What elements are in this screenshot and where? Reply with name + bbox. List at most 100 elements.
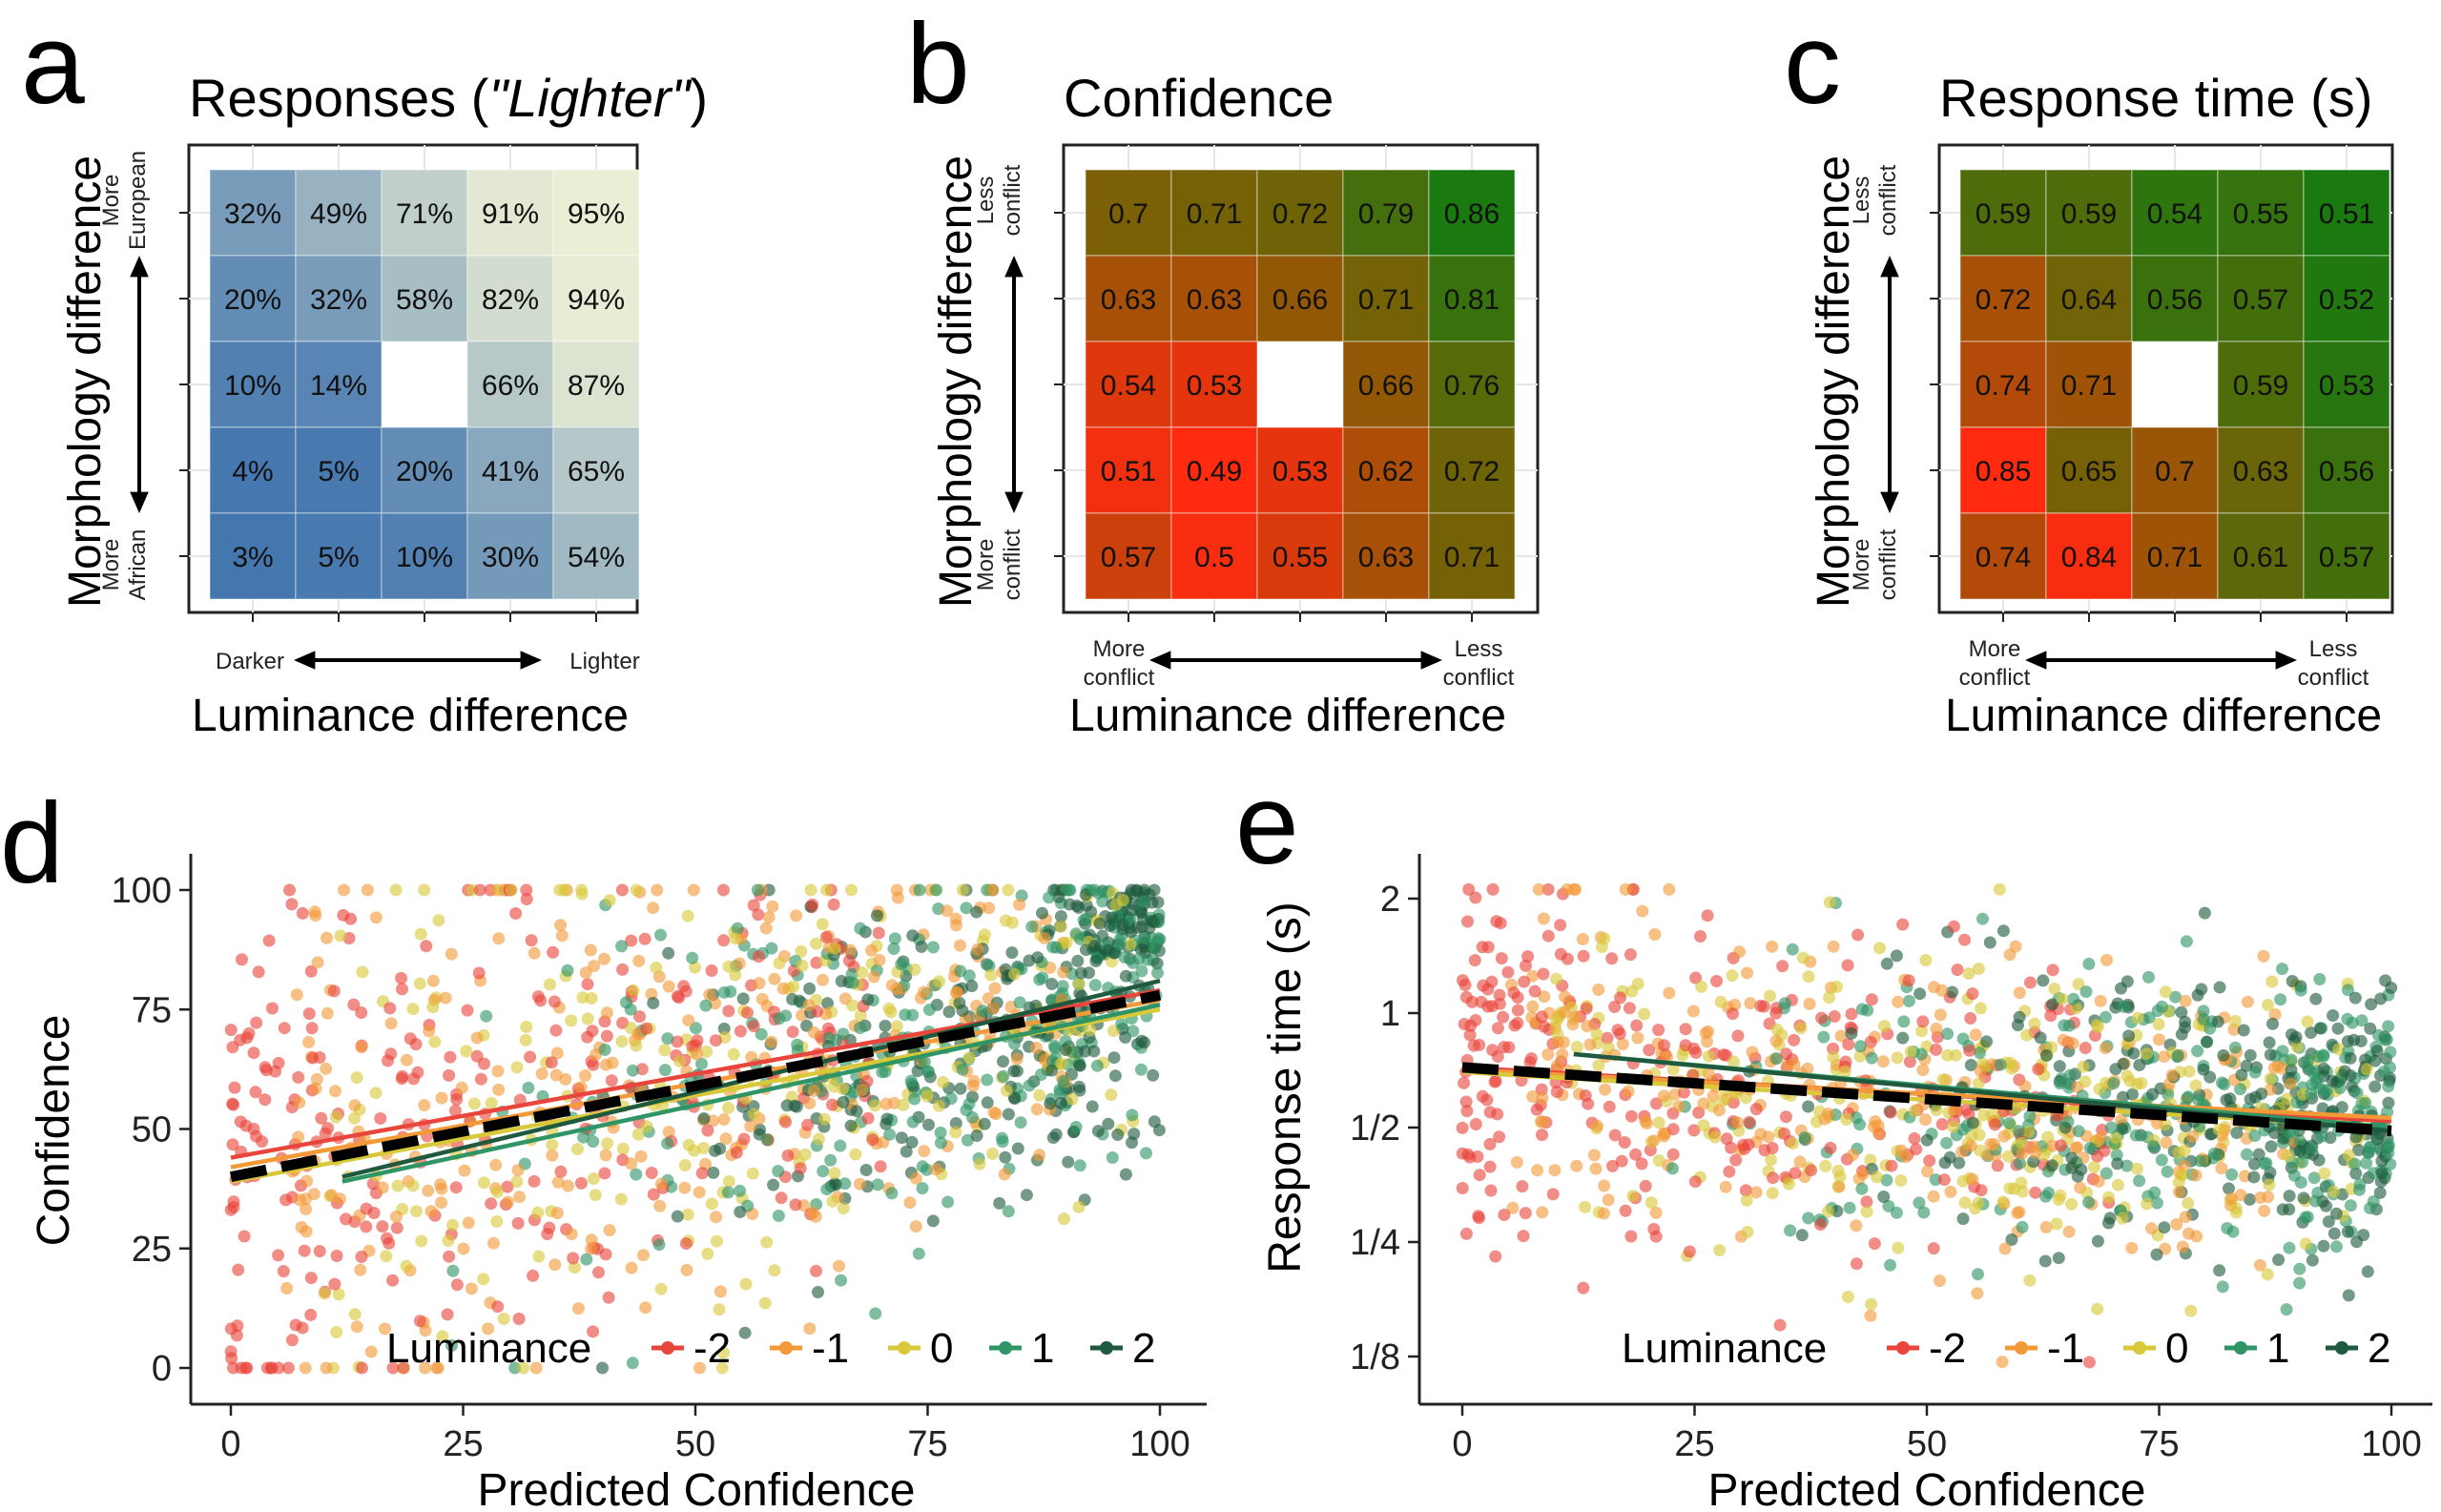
scatter-point-lum-2 bbox=[2370, 1045, 2384, 1058]
scatter-point-lum--1 bbox=[2253, 1258, 2266, 1272]
panel-c-xlabel: Luminance difference bbox=[1945, 691, 2382, 741]
scatter-point-lum--2 bbox=[278, 1022, 291, 1035]
heatmap-cell-value: 0.5 bbox=[1194, 542, 1234, 573]
scatter-point-lum--2 bbox=[1497, 1010, 1510, 1024]
scatter-point-lum-0 bbox=[978, 928, 991, 942]
y-top-label-line: European bbox=[125, 151, 151, 250]
scatter-point-lum--1 bbox=[719, 1132, 733, 1146]
scatter-point-lum-0 bbox=[1740, 1193, 1753, 1207]
scatter-point-lum-1 bbox=[2248, 1129, 2262, 1143]
scatter-point-lum--1 bbox=[1566, 1018, 1580, 1031]
scatter-point-lum--2 bbox=[395, 1072, 408, 1086]
scatter-point-lum--1 bbox=[941, 904, 954, 918]
scatter-point-lum--2 bbox=[1828, 1010, 1841, 1023]
scatter-point-lum--1 bbox=[1591, 1120, 1603, 1132]
scatter-point-lum-1 bbox=[2380, 1033, 2393, 1046]
scatter-point-lum--1 bbox=[491, 1065, 505, 1078]
scatter-point-lum--1 bbox=[590, 1048, 602, 1062]
scatter-point-lum--2 bbox=[1805, 1164, 1818, 1177]
scatter-point-lum--1 bbox=[529, 1361, 543, 1375]
scatter-point-lum--1 bbox=[1769, 1034, 1783, 1047]
legend-key-point bbox=[1100, 1341, 1113, 1355]
scatter-point-lum-2 bbox=[859, 1164, 873, 1176]
scatter-point-lum-1 bbox=[1013, 996, 1026, 1009]
legend-key-point bbox=[1896, 1341, 1910, 1355]
scatter-point-lum--1 bbox=[1506, 1201, 1520, 1214]
scatter-point-lum--2 bbox=[403, 1032, 417, 1046]
scatter-point-lum-2 bbox=[981, 1096, 994, 1109]
scatter-point-lum-0 bbox=[1794, 1022, 1808, 1035]
scatter-point-lum-1 bbox=[480, 1009, 493, 1023]
scatter-point-lum--1 bbox=[1510, 1155, 1523, 1169]
scatter-point-lum--2 bbox=[1966, 987, 1979, 1001]
scatter-point-lum-2 bbox=[1964, 1059, 1977, 1071]
scatter-point-lum-0 bbox=[1947, 1120, 1960, 1133]
scatter-point-lum-2 bbox=[1052, 891, 1065, 903]
scatter-point-lum--2 bbox=[861, 1111, 875, 1125]
heatmap-cell bbox=[209, 512, 297, 600]
scatter-point-lum-1 bbox=[1884, 1258, 1896, 1272]
scatter-point-lum-1 bbox=[1023, 1079, 1036, 1092]
y-tick-label: 1/8 bbox=[1350, 1337, 1400, 1377]
scatter-point-lum-2 bbox=[1075, 966, 1087, 980]
scatter-point-lum-2 bbox=[1106, 911, 1119, 924]
scatter-point-lum--1 bbox=[710, 1211, 723, 1224]
scatter-point-lum--2 bbox=[472, 966, 486, 980]
scatter-point-lum-0 bbox=[2299, 1237, 2312, 1251]
scatter-point-lum-0 bbox=[1919, 954, 1933, 966]
x-right-label-line: conflict bbox=[2298, 665, 2369, 691]
legend-key-point bbox=[661, 1341, 674, 1355]
scatter-point-lum-0 bbox=[658, 1044, 672, 1057]
scatter-point-lum--1 bbox=[2095, 1130, 2108, 1144]
scatter-point-lum-1 bbox=[1140, 1147, 1152, 1160]
scatter-point-lum-1 bbox=[2287, 1169, 2301, 1182]
y-tick-label: 1/2 bbox=[1350, 1108, 1400, 1149]
heatmap-cell bbox=[1342, 341, 1430, 428]
scatter-point-lum-2 bbox=[1150, 957, 1164, 970]
scatter-point-lum--2 bbox=[547, 945, 560, 959]
scatter-point-lum--2 bbox=[1688, 1175, 1702, 1189]
scatter-point-lum-1 bbox=[2344, 1199, 2357, 1212]
scatter-point-lum--1 bbox=[867, 970, 880, 984]
scatter-point-lum-1 bbox=[2110, 1149, 2123, 1162]
scatter-point-lum--2 bbox=[227, 1361, 239, 1375]
scatter-point-lum-1 bbox=[1088, 883, 1101, 897]
heatmap-cell bbox=[2303, 169, 2390, 257]
scatter-point-lum--2 bbox=[330, 1250, 343, 1262]
scatter-point-lum--1 bbox=[511, 1164, 525, 1177]
scatter-point-lum--1 bbox=[1567, 882, 1581, 896]
heatmap-cell-value: 32% bbox=[224, 198, 281, 230]
scatter-point-lum-2 bbox=[879, 1019, 892, 1032]
scatter-point-lum--1 bbox=[2013, 986, 2026, 1000]
heatmap-cell bbox=[2303, 512, 2390, 600]
legend-label: 1 bbox=[1031, 1325, 1054, 1372]
scatter-point-lum--1 bbox=[918, 985, 930, 999]
heatmap-cell bbox=[1428, 512, 1516, 600]
scatter-point-lum--2 bbox=[1486, 882, 1500, 896]
scatter-point-lum-0 bbox=[820, 883, 834, 897]
heatmap-cell-value: 0.57 bbox=[1101, 542, 1156, 573]
heatmap-cell bbox=[2217, 426, 2305, 514]
scatter-point-lum--1 bbox=[1657, 1089, 1670, 1103]
scatter-point-lum-2 bbox=[1877, 1191, 1891, 1203]
scatter-point-lum--2 bbox=[1885, 1159, 1898, 1172]
scatter-point-lum--1 bbox=[2144, 1222, 2158, 1235]
scatter-point-lum-1 bbox=[976, 1005, 989, 1018]
scatter-point-lum-0 bbox=[1590, 1027, 1603, 1041]
scatter-point-lum-1 bbox=[661, 1137, 674, 1150]
scatter-point-lum-0 bbox=[565, 1014, 578, 1027]
scatter-point-lum-2 bbox=[2344, 1051, 2357, 1065]
scatter-point-lum-0 bbox=[933, 975, 945, 988]
scatter-point-lum--1 bbox=[2179, 994, 2192, 1007]
scatter-point-lum-2 bbox=[861, 993, 875, 1006]
scatter-point-lum--1 bbox=[1927, 1190, 1940, 1203]
scatter-point-lum--1 bbox=[1636, 904, 1649, 918]
scatter-point-lum--2 bbox=[647, 1188, 660, 1201]
scatter-point-lum--2 bbox=[441, 1308, 454, 1321]
scatter-point-lum-0 bbox=[1766, 1187, 1779, 1200]
scatter-point-lum-2 bbox=[997, 1055, 1009, 1068]
scatter-point-lum-1 bbox=[2313, 973, 2327, 985]
panel-e-xlabel: Predicted Confidence bbox=[1708, 1465, 2146, 1512]
scatter-point-lum-2 bbox=[2382, 1096, 2395, 1109]
scatter-point-lum-1 bbox=[1784, 1224, 1797, 1237]
